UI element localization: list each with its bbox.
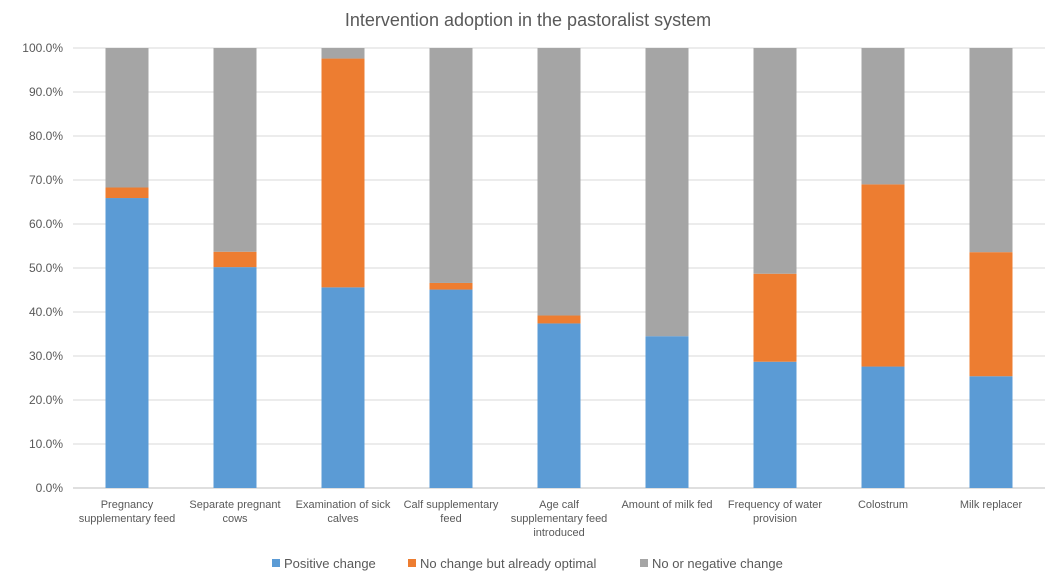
bar-segment — [861, 366, 905, 488]
legend-label: Positive change — [284, 556, 376, 571]
legend-swatch — [640, 559, 648, 567]
bar-segment — [105, 198, 149, 489]
bar-segment — [429, 289, 473, 488]
x-tick-label: Amount of milk fed — [621, 499, 712, 511]
legend-label: No or negative change — [652, 556, 783, 571]
y-tick-label: 40.0% — [29, 305, 63, 319]
legend-label: No change but already optimal — [420, 556, 596, 571]
y-tick-label: 100.0% — [22, 41, 63, 55]
x-tick-label: supplementary feed — [511, 513, 608, 525]
y-tick-label: 90.0% — [29, 85, 63, 99]
chart-title: Intervention adoption in the pastoralist… — [345, 10, 711, 30]
bar-segment — [213, 48, 257, 252]
y-tick-label: 80.0% — [29, 129, 63, 143]
y-tick-label: 70.0% — [29, 173, 63, 187]
bar-segment — [105, 48, 149, 188]
x-tick-label: supplementary feed — [79, 513, 176, 525]
bar-segment — [861, 184, 905, 367]
bar-segment — [105, 187, 149, 199]
bars — [105, 48, 1013, 489]
bar-segment — [969, 376, 1013, 488]
bar-segment — [321, 287, 365, 488]
bar-segment — [429, 48, 473, 283]
bar-segment — [537, 48, 581, 316]
bar-segment — [969, 252, 1013, 377]
y-axis-ticks: 0.0% 10.0% 20.0% 30.0% 40.0% 50.0% 60.0% 70.0% 8… — [22, 41, 63, 495]
x-tick-label: calves — [327, 513, 359, 525]
y-tick-label: 50.0% — [29, 261, 63, 275]
x-tick-label: Pregnancy — [101, 499, 154, 511]
bar-segment — [861, 48, 905, 185]
bar-segment — [753, 48, 797, 274]
x-tick-label: Age calf — [539, 499, 580, 511]
bar-segment — [537, 323, 581, 488]
y-tick-label: 30.0% — [29, 349, 63, 363]
x-tick-label: Frequency of water — [728, 499, 822, 511]
bar-segment — [213, 251, 257, 268]
y-tick-label: 20.0% — [29, 393, 63, 407]
bar-segment — [321, 58, 365, 288]
x-tick-label: Separate pregnant — [189, 499, 280, 511]
bar-segment — [969, 48, 1013, 253]
x-tick-label: Colostrum — [858, 499, 908, 511]
x-tick-label: cows — [222, 513, 248, 525]
y-tick-label: 60.0% — [29, 217, 63, 231]
x-axis-labels: Pregnancy supplementary feed Separate preg… — [79, 499, 1023, 539]
bar-segment — [645, 336, 689, 488]
legend-swatch — [272, 559, 280, 567]
bar-segment — [753, 273, 797, 362]
bar-segment — [213, 267, 257, 488]
x-tick-label: feed — [440, 513, 461, 525]
bar-segment — [537, 315, 581, 324]
bar-segment — [645, 48, 689, 337]
legend-swatch — [408, 559, 416, 567]
x-tick-label: Milk replacer — [960, 499, 1023, 511]
x-tick-label: Calf supplementary — [404, 499, 499, 511]
bar-segment — [753, 361, 797, 488]
bar-segment — [321, 48, 365, 59]
y-tick-label: 10.0% — [29, 437, 63, 451]
x-tick-label: provision — [753, 513, 797, 525]
x-tick-label: introduced — [533, 527, 584, 539]
x-tick-label: Examination of sick — [296, 499, 391, 511]
y-tick-label: 0.0% — [36, 481, 64, 495]
bar-segment — [429, 282, 473, 290]
legend: Positive change No change but already opt… — [272, 556, 783, 571]
